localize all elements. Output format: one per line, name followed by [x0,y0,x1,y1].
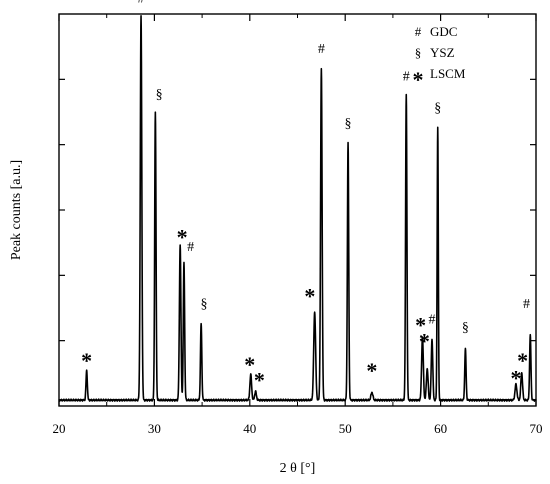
lscm-peak-marker: * [254,368,265,393]
lscm-peak-marker: * [517,348,528,373]
gdc-peak-marker: # [187,240,194,255]
ysz-peak-marker: § [201,297,208,312]
gdc-peak-marker: # [523,297,530,312]
x-tick-label: 40 [243,421,256,436]
gdc-peak-marker: # [403,70,410,85]
gdc-peak-marker: # [318,42,325,57]
legend-symbol: * [413,67,424,92]
x-axis-ticks: 20 30 40 50 60 70 [53,14,543,436]
lscm-peak-marker: * [415,313,426,338]
gdc-peak-marker: # [429,313,436,328]
legend-symbol: # [415,24,422,39]
x-tick-label: 70 [530,421,543,436]
lscm-peak-marker: * [244,352,255,377]
legend-label: LSCM [430,66,466,81]
ysz-peak-marker: § [434,101,441,116]
ysz-peak-marker: § [345,117,352,132]
diffraction-pattern-line [58,14,537,402]
ysz-peak-marker: § [156,87,163,102]
legend: # GDC § YSZ * LSCM [413,24,466,92]
x-tick-label: 30 [148,421,161,436]
x-tick-label: 20 [53,421,66,436]
x-axis-title: 2 θ [°] [280,461,316,476]
x-tick-label: 50 [339,421,352,436]
lscm-peak-marker: * [419,328,430,353]
lscm-peak-marker: * [81,348,92,373]
lscm-peak-marker: * [304,283,315,308]
y-axis-ticks [59,78,536,342]
legend-symbol: § [415,45,422,60]
ysz-peak-marker: § [462,321,469,336]
lscm-peak-marker: * [177,225,188,250]
legend-label: GDC [430,24,457,39]
lscm-peak-marker: * [510,366,521,391]
gdc-peak-marker: # [138,0,145,6]
peak-annotations: *#§*#§***#§*#**#§§**# [81,0,530,393]
lscm-peak-marker: * [366,358,377,383]
y-axis-title: Peak counts [a.u.] [9,160,24,260]
legend-label: YSZ [430,45,455,60]
x-tick-label: 60 [434,421,447,436]
